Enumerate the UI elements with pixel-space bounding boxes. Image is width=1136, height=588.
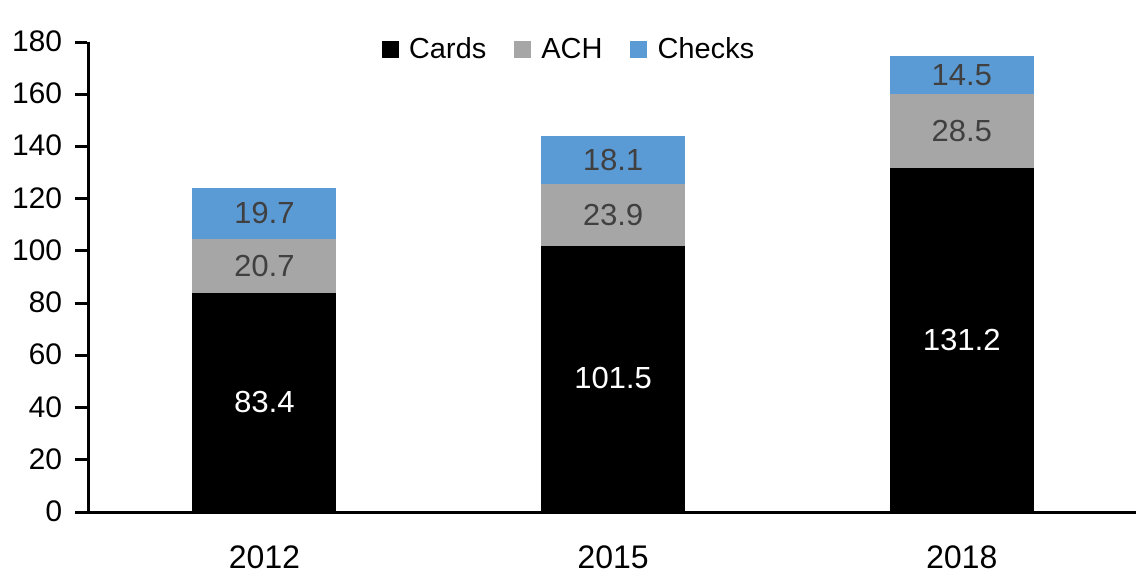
bar-segment-checks-2018: 14.5 — [889, 56, 1034, 94]
y-axis-tick — [75, 353, 87, 357]
y-tick-label: 0 — [45, 495, 62, 528]
bar-value-label: 19.7 — [234, 195, 295, 231]
y-tick-label: 120 — [11, 181, 62, 215]
y-tick-label: 140 — [11, 129, 62, 163]
legend-item-checks: Checks — [630, 33, 754, 65]
y-axis-tick — [75, 197, 87, 201]
y-tick-label: 40 — [28, 390, 62, 424]
x-category-label: 2018 — [926, 539, 998, 575]
y-axis-tick — [75, 144, 87, 148]
bar-value-label: 28.5 — [931, 113, 992, 149]
x-category-label: 2012 — [228, 539, 300, 575]
bar-value-label: 101.5 — [574, 360, 652, 396]
bar-segment-ach-2015: 23.9 — [541, 183, 685, 246]
y-axis-tick — [75, 40, 87, 44]
y-tick-label: 20 — [28, 442, 62, 476]
bar-value-label: 20.7 — [234, 248, 295, 284]
bar-value-label: 23.9 — [582, 196, 644, 232]
legend-label: ACH — [541, 33, 603, 65]
y-tick-label: 100 — [11, 233, 62, 267]
bar-value-label: 131.2 — [922, 321, 1001, 357]
x-axis-line — [87, 511, 1136, 514]
bar-value-label: 83.4 — [234, 384, 295, 420]
bar-segment-cards-2015: 101.5 — [541, 245, 685, 511]
bar-segment-ach-2012: 20.7 — [192, 239, 337, 294]
y-axis-line — [87, 42, 90, 512]
bar-segment-cards-2012: 83.4 — [192, 293, 337, 511]
legend-label: Cards — [408, 33, 487, 65]
y-axis-tick — [75, 510, 87, 514]
y-axis-tick — [75, 249, 87, 253]
y-axis-tick — [75, 406, 87, 410]
legend-swatch-checks-icon — [630, 40, 648, 58]
chart-legend: Cards ACH Checks — [0, 33, 1136, 65]
y-tick-label: 60 — [28, 338, 62, 372]
y-axis-tick — [75, 92, 87, 96]
legend-swatch-cards-icon — [381, 40, 399, 58]
y-axis-tick — [75, 301, 87, 305]
y-tick-label: 160 — [11, 77, 62, 111]
bar-segment-ach-2018: 28.5 — [889, 94, 1034, 169]
bar-value-label: 14.5 — [931, 57, 992, 93]
legend-label: Checks — [657, 33, 755, 65]
bar-value-label: 18.1 — [582, 141, 644, 177]
legend-item-ach: ACH — [514, 33, 602, 65]
x-category-label: 2015 — [577, 539, 649, 575]
bar-segment-checks-2012: 19.7 — [192, 187, 337, 240]
y-tick-label: 180 — [11, 25, 62, 58]
legend-item-cards: Cards — [381, 33, 487, 65]
bar-segment-cards-2018: 131.2 — [889, 168, 1034, 511]
y-axis-tick — [75, 458, 87, 462]
legend-swatch-ach-icon — [514, 40, 532, 58]
y-tick-label: 80 — [28, 286, 62, 320]
bar-segment-checks-2015: 18.1 — [541, 136, 685, 184]
